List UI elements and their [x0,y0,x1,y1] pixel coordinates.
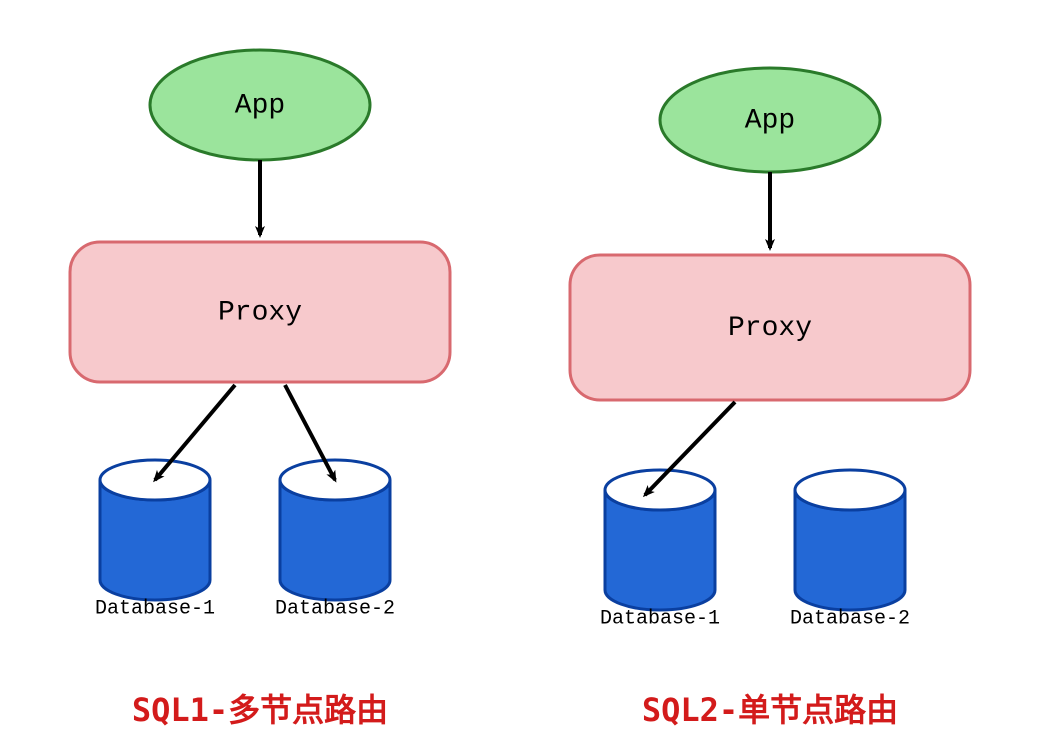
database-1 [100,460,210,600]
database-2-label: Database-2 [790,607,910,630]
proxy-label: Proxy [218,297,302,328]
diagram-left: App Proxy Database-1 Database-2 SQL1-多节点… [70,50,450,729]
app-label: App [235,90,285,121]
caption-right: SQL2-单节点路由 [642,691,898,729]
database-2 [280,460,390,600]
database-1 [605,470,715,610]
database-2-label: Database-2 [275,597,395,620]
database-1-label: Database-1 [600,607,720,630]
database-2 [795,470,905,610]
app-label: App [745,105,795,136]
caption-left: SQL1-多节点路由 [132,691,388,729]
proxy-label: Proxy [728,313,812,344]
diagram-right: App Proxy Database-1 Database-2 SQL2-单节点… [570,68,970,729]
database-1-label: Database-1 [95,597,215,620]
